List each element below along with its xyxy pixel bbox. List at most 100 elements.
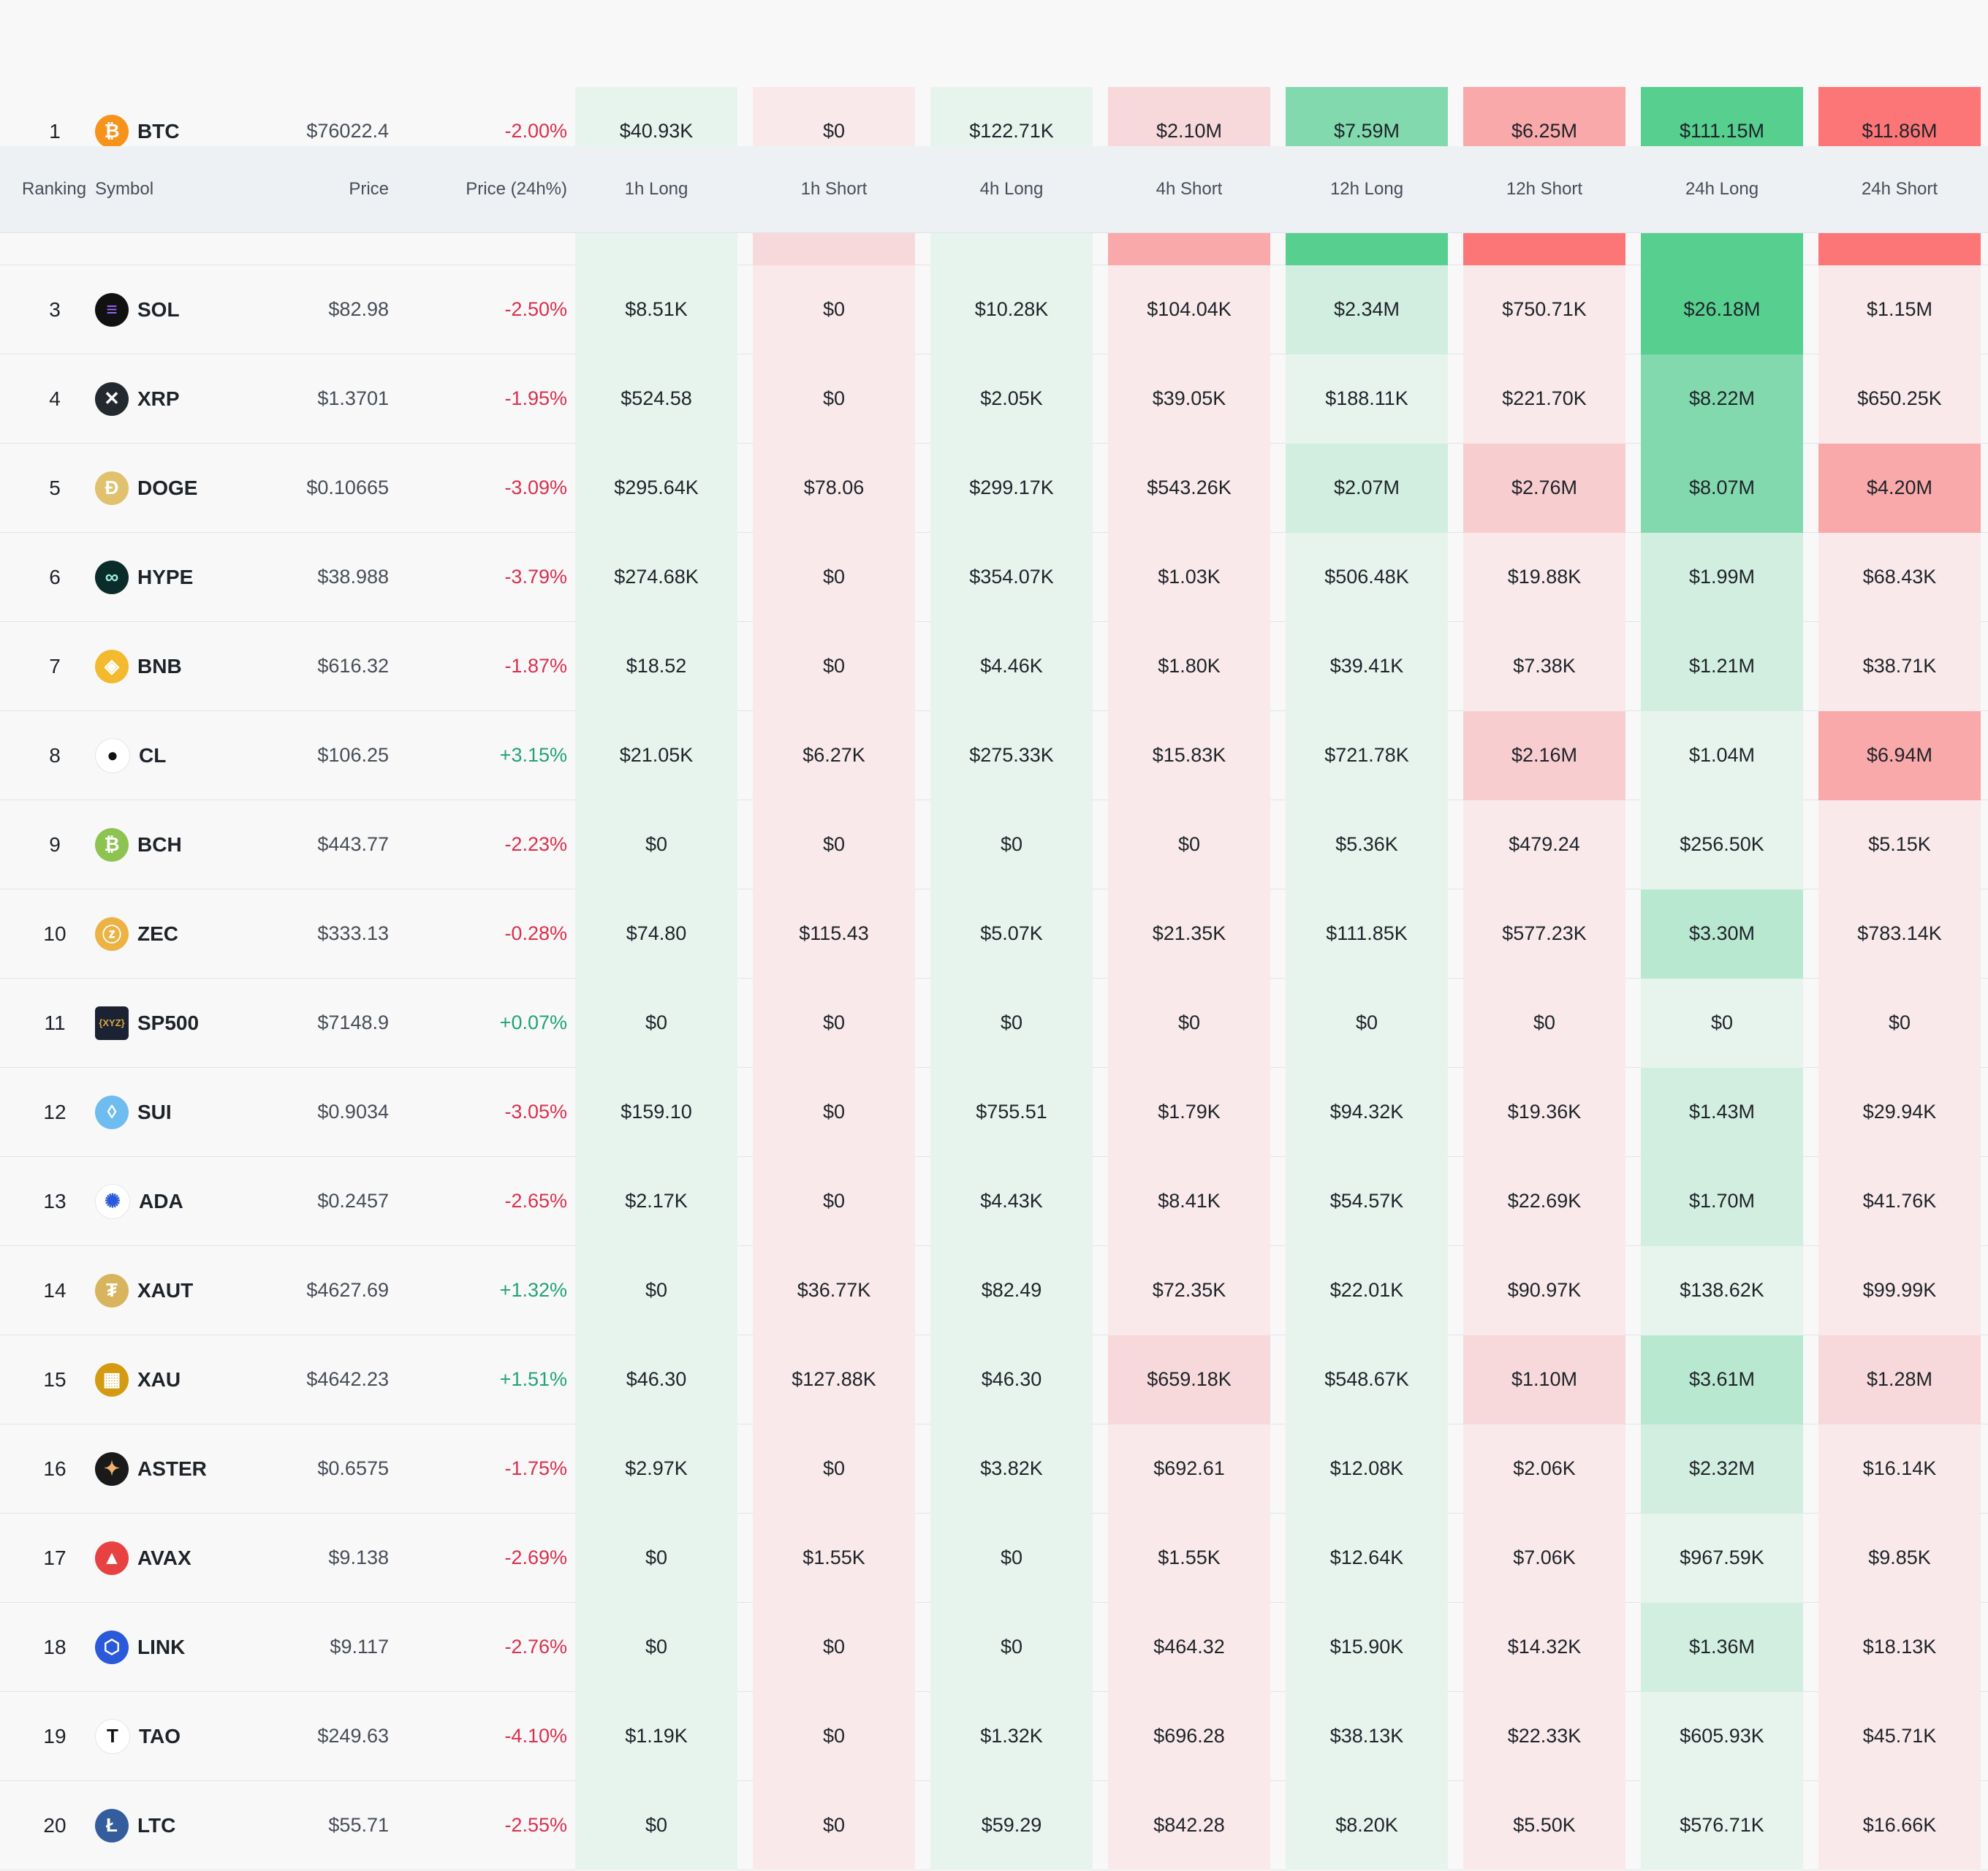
symbol-cell[interactable]: ⓩ ZEC: [95, 889, 278, 978]
symbol-cell[interactable]: ₿ BCH: [95, 800, 278, 889]
table-row[interactable]: 8 ● CL $106.25 +3.15% $21.05K $6.27K $275.33K $1…: [0, 711, 1988, 800]
symbol-cell[interactable]: T TAO: [95, 1692, 278, 1780]
heat-cell-bg: [753, 1692, 915, 1781]
liquidation-4h-long-cell: $10.28K: [974, 298, 1049, 320]
symbol-cell[interactable]: {XYZ} SP500: [95, 979, 278, 1067]
heat-cell-bg: [1286, 354, 1448, 444]
liquidation-4h-short-cell: $8.41K: [1158, 1190, 1221, 1212]
table-row[interactable]: 5 Ð DOGE $0.10665 -3.09% $295.64K $78.06 $299.1…: [0, 444, 1988, 533]
heat-cell-bg: [753, 979, 915, 1068]
heat-cell-bg: [1641, 1603, 1803, 1692]
header-price[interactable]: Price: [349, 179, 389, 199]
liquidation-4h-short-cell: $72.35K: [1152, 1279, 1226, 1301]
header-24h-long[interactable]: 24h Long: [1685, 179, 1759, 199]
liquidation-24h-long-cell: $1.36M: [1688, 1636, 1756, 1658]
symbol-cell[interactable]: ₿ BTC: [95, 87, 278, 175]
liquidation-4h-short-cell: $464.32: [1153, 1636, 1225, 1658]
liquidation-1h-long-cell: $2.17K: [625, 1190, 688, 1212]
header-symbol[interactable]: Symbol: [95, 179, 154, 199]
symbol-cell[interactable]: ✦ ASTER: [95, 1424, 278, 1513]
header-1h-long[interactable]: 1h Long: [624, 179, 688, 199]
heat-cell-bg: [930, 622, 1093, 711]
table-row[interactable]: 7 ◈ BNB $616.32 -1.87% $18.52 $0 $4.46K $1.80K $3…: [0, 622, 1988, 711]
header-12h-short[interactable]: 12h Short: [1506, 179, 1583, 199]
header-4h-short[interactable]: 4h Short: [1156, 179, 1223, 199]
header-4h-long[interactable]: 4h Long: [979, 179, 1044, 199]
liquidation-12h-long-cell: $0: [1355, 1012, 1378, 1033]
liquidation-24h-long-cell: $576.71K: [1680, 1814, 1764, 1836]
heat-cell-bg: [575, 265, 737, 354]
symbol-cell[interactable]: ◈ BNB: [95, 622, 278, 710]
table-row[interactable]: 6 ∞ HYPE $38.988 -3.79% $274.68K $0 $354.07K $1.…: [0, 533, 1988, 622]
liquidation-12h-long-cell: $548.67K: [1324, 1368, 1409, 1390]
heat-cell-bg: [1818, 1514, 1981, 1603]
table-row[interactable]: 3 ≡ SOL $82.98 -2.50% $8.51K $0 $10.28K $104.04K…: [0, 265, 1988, 354]
heat-cell-bg: [753, 1781, 915, 1870]
table-row[interactable]: 18 ⬡ LINK $9.117 -2.76% $0 $0 $0 $464.32 $15.90K $…: [0, 1603, 1988, 1692]
table-row[interactable]: 10 ⓩ ZEC $333.13 -0.28% $74.80 $115.43 $5.07K $2…: [0, 889, 1988, 979]
header-12h-long[interactable]: 12h Long: [1329, 179, 1404, 199]
table-row[interactable]: 9 ₿ BCH $443.77 -2.23% $0 $0 $0 $0 $5.36K $479.24 $…: [0, 800, 1988, 889]
table-row[interactable]: 4 ✕ XRP $1.3701 -1.95% $524.58 $0 $2.05K $39.05K…: [0, 354, 1988, 444]
table-row[interactable]: 12 ◊ SUI $0.9034 -3.05% $159.10 $0 $755.51 $1.79…: [0, 1068, 1988, 1157]
price-change-cell: -1.75%: [504, 1457, 567, 1479]
liquidation-24h-short-cell: $783.14K: [1857, 922, 1942, 944]
rank-cell: 20: [43, 1813, 67, 1837]
heat-cell-bg: [1641, 1068, 1803, 1157]
symbol-cell[interactable]: ◊ SUI: [95, 1068, 278, 1156]
table-row[interactable]: 17 ▲ AVAX $9.138 -2.69% $0 $1.55K $0 $1.55K $12.6…: [0, 1514, 1988, 1603]
symbol-cell[interactable]: Ł LTC: [95, 1781, 278, 1870]
liquidation-1h-long-cell: $295.64K: [614, 477, 699, 498]
heat-cell-bg: [1641, 622, 1803, 711]
table-row[interactable]: 14 ₮ XAUT $4627.69 +1.32% $0 $36.77K $82.49 $72.…: [0, 1246, 1988, 1335]
symbol-name: XAU: [137, 1367, 181, 1391]
heat-cell-bg: [1818, 1603, 1981, 1692]
symbol-cell[interactable]: ● CL: [95, 711, 278, 800]
symbol-cell[interactable]: ⬡ LINK: [95, 1603, 278, 1691]
price-change-cell: -2.76%: [504, 1636, 567, 1658]
symbol-cell[interactable]: ✺ ADA: [95, 1157, 278, 1245]
symbol-cell[interactable]: Ð DOGE: [95, 444, 278, 532]
heat-cell-bg: [753, 622, 915, 711]
symbol-cell[interactable]: ∞ HYPE: [95, 533, 278, 621]
header-ranking[interactable]: Ranking: [22, 179, 87, 199]
symbol-cell[interactable]: ▦ XAU: [95, 1335, 278, 1424]
price-cell: $616.32: [317, 655, 389, 677]
heat-cell-bg: [1641, 800, 1803, 889]
liquidation-12h-short-cell: $7.06K: [1513, 1546, 1576, 1568]
liquidation-1h-long-cell: $0: [645, 1279, 668, 1301]
header-1h-short[interactable]: 1h Short: [800, 179, 868, 199]
heat-cell-bg: [1108, 979, 1270, 1068]
header-price-change[interactable]: Price (24h%): [466, 179, 567, 199]
table-row[interactable]: 11 {XYZ} SP500 $7148.9 +0.07% $0 $0 $0 $0 $0 $0 $0 $…: [0, 979, 1988, 1068]
heat-cell-bg: [1286, 889, 1448, 979]
symbol-name: DOGE: [137, 476, 198, 499]
symbol-cell[interactable]: ≡ SOL: [95, 265, 278, 354]
table-row[interactable]: 19 T TAO $249.63 -4.10% $1.19K $0 $1.32K $696.28…: [0, 1692, 1988, 1781]
symbol-cell[interactable]: ✕ XRP: [95, 354, 278, 443]
table-row[interactable]: 20 Ł LTC $55.71 -2.55% $0 $0 $59.29 $842.28 $8.20…: [0, 1781, 1988, 1870]
heat-cell-bg: [1463, 711, 1625, 800]
heat-cell-bg: [1641, 1335, 1803, 1424]
liquidation-1h-long-cell: $0: [645, 1546, 668, 1568]
symbol-cell[interactable]: ₮ XAUT: [95, 1246, 278, 1335]
symbol-cell[interactable]: ▲ AVAX: [95, 1514, 278, 1602]
heat-cell-bg: [1108, 1335, 1270, 1424]
table-row[interactable]: 13 ✺ ADA $0.2457 -2.65% $2.17K $0 $4.43K $8.41K $…: [0, 1157, 1988, 1246]
liquidation-4h-long-cell: $0: [1000, 833, 1023, 855]
liquidation-4h-long-cell: $59.29: [981, 1814, 1042, 1836]
liquidation-24h-short-cell: $16.14K: [1862, 1457, 1937, 1479]
heat-cell-bg: [575, 533, 737, 622]
price-cell: $82.98: [328, 298, 389, 320]
liquidation-24h-short-cell: $45.71K: [1862, 1725, 1937, 1747]
heat-cell-bg: [1818, 979, 1981, 1068]
heat-cell-bg: [930, 800, 1093, 889]
rank-cell: 18: [43, 1635, 67, 1658]
header-24h-short[interactable]: 24h Short: [1861, 179, 1938, 199]
price-change-cell: -4.10%: [504, 1725, 567, 1747]
liquidation-12h-long-cell: $8.20K: [1335, 1814, 1398, 1836]
table-row[interactable]: 15 ▦ XAU $4642.23 +1.51% $46.30 $127.88K $46.30…: [0, 1335, 1988, 1424]
heat-cell-bg: [1641, 1157, 1803, 1246]
table-row[interactable]: 16 ✦ ASTER $0.6575 -1.75% $2.97K $0 $3.82K $692.…: [0, 1424, 1988, 1514]
heat-cell-bg: [930, 354, 1093, 444]
